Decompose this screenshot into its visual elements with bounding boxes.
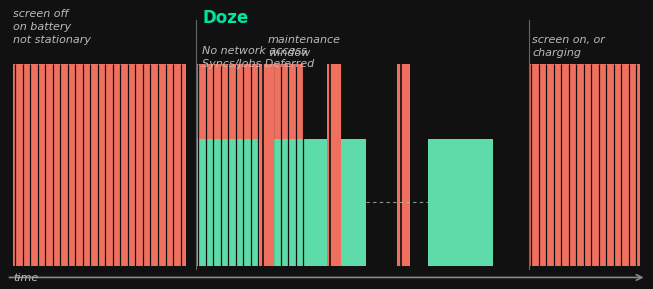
Bar	[260, 64, 274, 266]
Text: time: time	[13, 273, 39, 283]
Text: screen on, or
charging: screen on, or charging	[532, 35, 605, 58]
Bar	[529, 64, 640, 266]
Text: Doze: Doze	[202, 9, 249, 27]
Text: maintenance
window: maintenance window	[268, 35, 341, 58]
Bar	[274, 139, 326, 266]
Bar	[196, 139, 260, 266]
Bar	[397, 64, 410, 266]
Bar	[326, 64, 341, 266]
Bar	[196, 64, 304, 266]
Bar	[341, 139, 366, 266]
Text: No network access
Syncs/Jobs Deferred: No network access Syncs/Jobs Deferred	[202, 46, 315, 69]
Bar	[13, 64, 186, 266]
Text: screen off
on battery
not stationary: screen off on battery not stationary	[13, 9, 91, 45]
Bar	[428, 139, 493, 266]
